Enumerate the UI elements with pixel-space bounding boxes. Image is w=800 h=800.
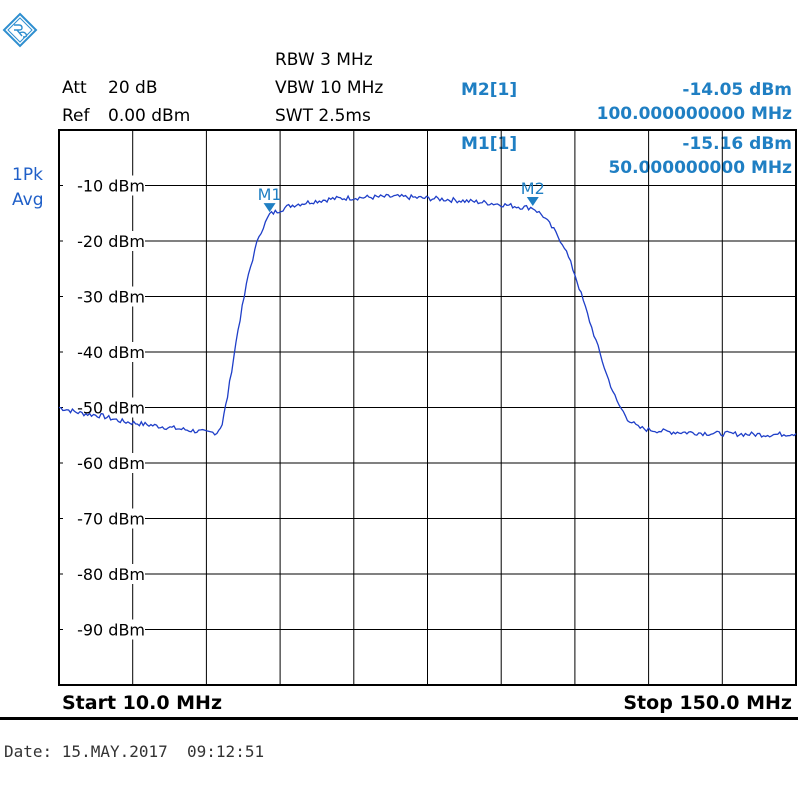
rbw-label: RBW 3 MHz — [275, 50, 373, 70]
marker-2-name: M2[1] — [461, 80, 518, 100]
marker-1-freq: 50.000000000 MHz — [608, 158, 792, 178]
vbw-label: VBW 10 MHz — [275, 78, 384, 98]
date-stamp: Date: 15.MAY.2017 09:12:51 — [4, 742, 265, 761]
ref-label: Ref — [62, 106, 90, 126]
y-tick-label-background — [63, 397, 145, 418]
marker-2-level: -14.05 dBm — [682, 80, 792, 100]
att-label: Att — [62, 78, 87, 98]
y-tick-label: -90 dBm — [77, 621, 145, 640]
y-tick-label-background — [63, 453, 145, 473]
y-tick-label: -50 dBm — [77, 399, 145, 418]
y-tick-label-background — [63, 286, 145, 307]
marker-m2-triangle-icon — [526, 196, 539, 206]
y-tick-label: -60 dBm — [77, 454, 145, 473]
y-tick-label: -80 dBm — [77, 565, 145, 584]
start-frequency: Start 10.0 MHz — [62, 692, 223, 714]
trace-mode-2: Avg — [12, 190, 44, 210]
y-tick-label: -40 dBm — [77, 343, 145, 362]
stop-frequency: Stop 150.0 MHz — [623, 692, 792, 714]
trace-line — [58, 193, 797, 438]
y-tick-label: -70 dBm — [77, 510, 145, 529]
marker-1-level: -15.16 dBm — [682, 134, 792, 154]
marker-2-freq: 100.000000000 MHz — [596, 104, 792, 124]
marker-m1-triangle-icon — [263, 203, 276, 213]
marker-m1-label: M1 — [258, 185, 282, 204]
y-tick-label: -10 dBm — [77, 177, 145, 196]
footer-divider — [0, 717, 798, 720]
att-value: 20 dB — [108, 78, 158, 98]
swt-label: SWT 2.5ms — [275, 106, 371, 126]
y-tick-label-background — [63, 175, 145, 196]
rohde-schwarz-logo-icon — [2, 12, 38, 48]
marker-1-name: M1[1] — [461, 134, 518, 154]
y-tick-label-background — [63, 564, 145, 584]
y-tick-label: -30 dBm — [77, 288, 145, 307]
marker-m2-label: M2 — [521, 179, 545, 198]
y-tick-label-background — [63, 619, 145, 640]
y-tick-label-background — [63, 342, 145, 362]
ref-value: 0.00 dBm — [108, 106, 191, 126]
trace-mode-1: 1Pk — [12, 165, 43, 185]
y-tick-label-background — [63, 508, 145, 529]
y-tick-label: -20 dBm — [77, 232, 145, 251]
y-tick-label-background — [63, 231, 145, 251]
